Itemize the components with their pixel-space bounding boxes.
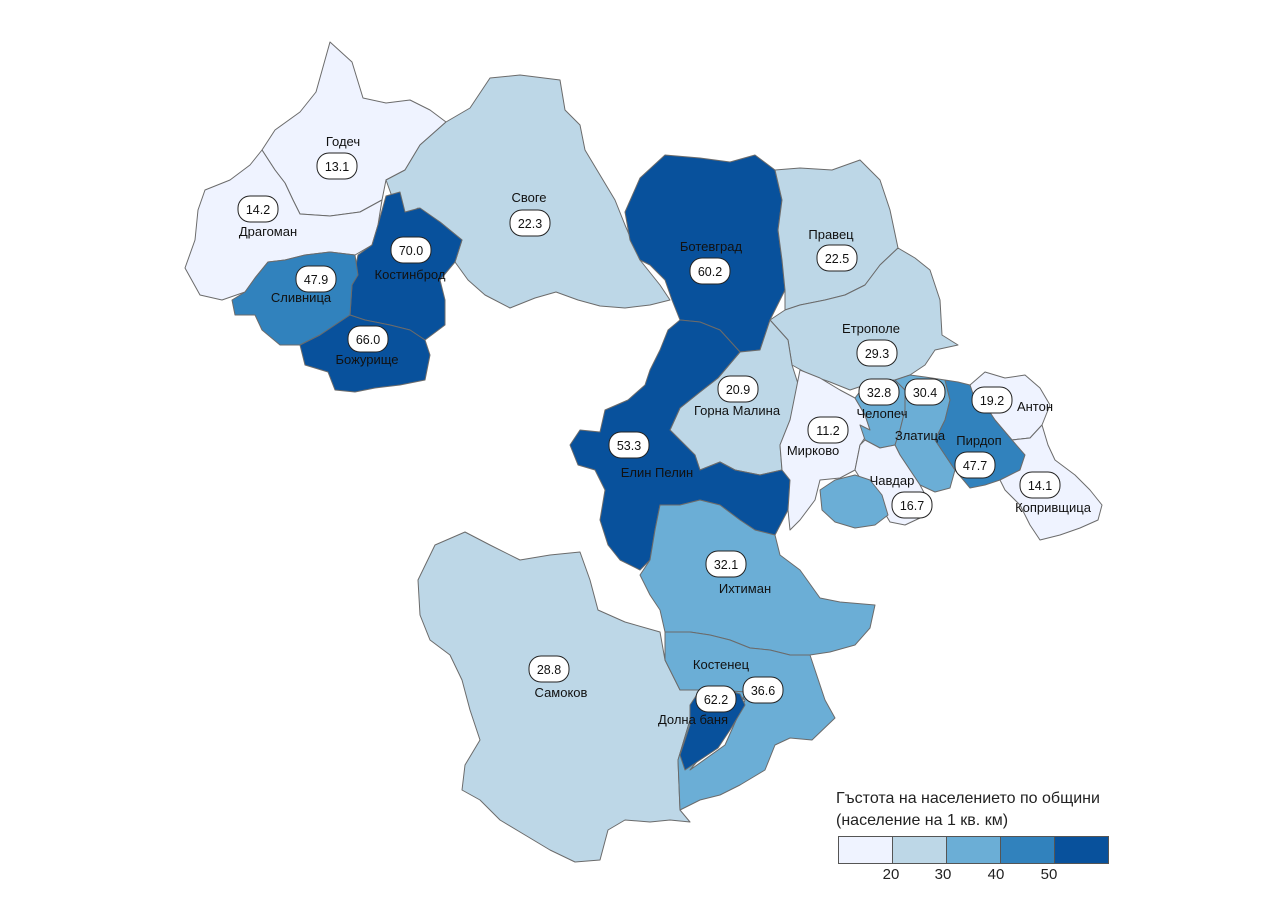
label-pravets: Правец [808,227,854,242]
value-pravets: 22.5 [816,244,858,272]
legend-title-line2: (население на 1 кв. км) [836,812,1009,829]
svg-text:62.2: 62.2 [704,693,728,707]
svg-text:36.6: 36.6 [751,684,775,698]
svg-text:60.2: 60.2 [698,265,722,279]
legend-color-scale [838,836,1109,864]
value-etropole: 29.3 [856,339,898,367]
value-slivnitsa: 47.9 [295,265,337,293]
svg-text:30.4: 30.4 [913,386,937,400]
label-dragoman: Драгоман [239,224,297,239]
value-kostenets: 36.6 [742,676,784,704]
label-samokov: Самоков [535,685,588,700]
value-bozhurishte: 66.0 [347,325,389,353]
label-kostenets: Костенец [693,657,750,672]
legend-bin-4 [1000,836,1055,864]
label-chelopech: Челопеч [856,406,907,421]
legend-tick-40: 40 [987,866,1005,883]
label-elin-pelin: Елин Пелин [621,465,693,480]
value-godech: 13.1 [316,152,358,180]
label-dolna-banya: Долна баня [658,712,728,727]
value-dragoman: 14.2 [237,195,279,223]
label-slivnitsa: Сливница [271,290,332,305]
value-elin-pelin: 53.3 [608,431,650,459]
region-bozhurishte[interactable] [299,314,431,393]
svg-text:47.9: 47.9 [304,273,328,287]
value-ihtiman: 32.1 [705,550,747,578]
label-godech: Годеч [326,134,360,149]
value-chelopech: 32.8 [858,378,900,406]
legend-tick-20: 20 [882,866,900,883]
value-zlatitsa: 30.4 [904,378,946,406]
label-gorna-malina: Горна Малина [694,403,781,418]
svg-text:29.3: 29.3 [865,347,889,361]
svg-text:22.5: 22.5 [825,252,849,266]
label-botevgrad: Ботевград [680,239,743,254]
svg-text:32.1: 32.1 [714,558,738,572]
value-svoge: 22.3 [509,209,551,237]
legend-title: Гъстота на населението по общини (населе… [836,788,1166,832]
label-chavdar: Чавдар [870,473,915,488]
svg-text:19.2: 19.2 [980,394,1004,408]
svg-text:16.7: 16.7 [900,499,924,513]
svg-text:20.9: 20.9 [726,383,750,397]
value-gorna-malina: 20.9 [717,375,759,403]
legend-bin-1 [838,836,893,864]
value-kostinbrod: 70.0 [390,236,432,264]
region-etropole[interactable] [769,247,959,391]
region-values: 13.1 14.2 22.3 70.0 47.9 66.0 60.2 22.5 … [237,152,1061,713]
label-svoge: Своге [511,190,546,205]
label-bozhurishte: Божурище [335,352,398,367]
region-kostinbrod[interactable] [349,191,463,341]
legend-tick-30: 30 [934,866,952,883]
svg-text:11.2: 11.2 [816,424,839,438]
value-dolna-banya: 62.2 [695,685,737,713]
region-names: Годеч Драгоман Своге Костинброд Сливница… [239,134,1092,727]
label-anton: Антон [1017,399,1053,414]
value-anton: 19.2 [971,386,1013,414]
region-ihtiman[interactable] [639,499,876,656]
value-koprivshtitsa: 14.1 [1019,471,1061,499]
label-zlatitsa: Златица [895,428,946,443]
svg-text:70.0: 70.0 [399,244,423,258]
svg-text:14.1: 14.1 [1028,479,1052,493]
legend-tick-50: 50 [1040,866,1058,883]
value-pirdop: 47.7 [954,451,996,479]
value-samokov: 28.8 [528,655,570,683]
label-mirkovo: Мирково [787,443,839,458]
svg-text:53.3: 53.3 [617,439,641,453]
svg-text:14.2: 14.2 [246,203,270,217]
legend-title-line1: Гъстота на населението по общини [836,790,1100,807]
region-samokov[interactable] [417,531,701,863]
svg-text:13.1: 13.1 [325,160,349,174]
value-chavdar: 16.7 [891,491,933,519]
legend-bin-5 [1054,836,1109,864]
label-ihtiman: Ихтиман [719,581,771,596]
svg-text:32.8: 32.8 [867,386,891,400]
label-etropole: Етрополе [842,321,900,336]
legend-bin-2 [892,836,947,864]
value-botevgrad: 60.2 [689,257,731,285]
legend-bin-3 [946,836,1001,864]
svg-text:22.3: 22.3 [518,217,542,231]
label-kostinbrod: Костинброд [375,267,446,282]
label-koprivshtitsa: Копривщица [1015,500,1092,515]
label-pirdop: Пирдоп [956,433,1001,448]
value-mirkovo: 11.2 [807,416,849,444]
svg-text:47.7: 47.7 [963,459,987,473]
region-mirkovo-exclave [819,474,889,529]
svg-text:66.0: 66.0 [356,333,380,347]
svg-text:28.8: 28.8 [537,663,561,677]
